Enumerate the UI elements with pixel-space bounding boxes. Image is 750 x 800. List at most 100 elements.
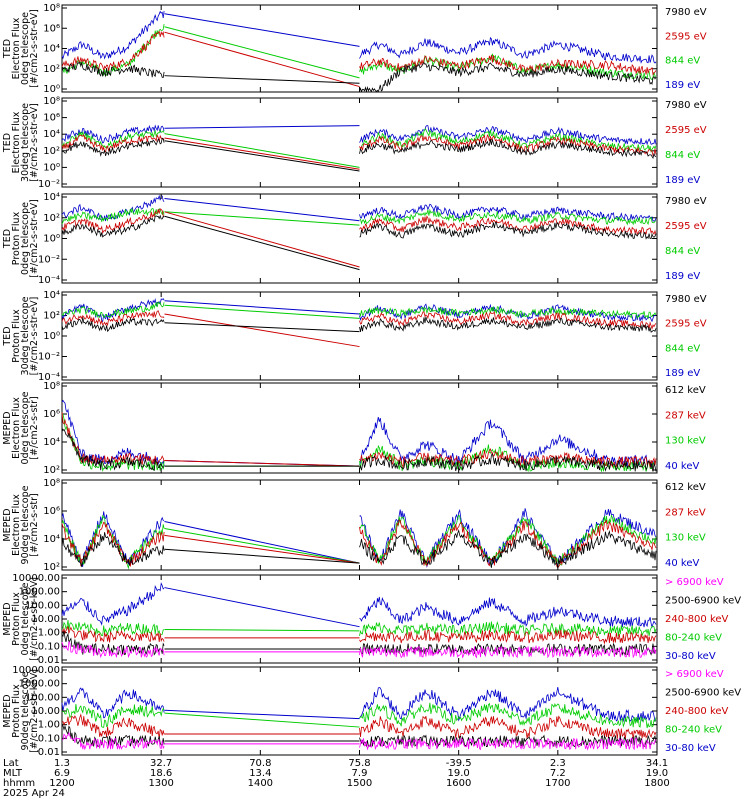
series-line: [359, 305, 657, 320]
y-tick-label: 10²: [43, 213, 60, 224]
x-tick-hhmm: 1800: [644, 778, 669, 789]
y-axis-label: Proton Flux: [11, 211, 22, 265]
panel-frame: [61, 291, 658, 381]
x-tick-mlt: 18.6: [150, 768, 172, 779]
y-axis-label: 90deg telescope: [20, 485, 31, 564]
gap-interp-line: [164, 460, 360, 467]
series-line: [359, 36, 657, 64]
series-line: [61, 731, 165, 751]
y-axis-label: TED: [2, 326, 13, 346]
series-line: [359, 702, 657, 729]
y-tick-label: 10⁸: [43, 96, 60, 107]
series-line: [359, 62, 657, 93]
legend-entry: 7980 eV: [665, 294, 707, 305]
legend-entry: 240-800 keV: [665, 706, 729, 717]
y-tick-label: 100.00: [25, 692, 60, 703]
series-line: [359, 529, 657, 568]
y-tick-label: 0.10: [38, 641, 60, 652]
y-tick-label: 10000.00: [12, 573, 60, 584]
gap-interp-line: [164, 211, 360, 268]
series-line: [359, 139, 657, 160]
y-tick-label: 10⁻²: [38, 254, 60, 265]
legend-entry: 612 keV: [665, 385, 706, 396]
y-axis-label: 90deg telescope: [20, 671, 31, 750]
legend-entry: 7980 eV: [665, 196, 707, 207]
y-axis-label: [#/cm2-s-str-eV]: [29, 297, 40, 376]
y-tick-label: 0.01: [38, 747, 60, 758]
x-date-label: 2025 Apr 24: [3, 788, 65, 799]
series-line: [61, 532, 165, 567]
legend-entry: 80-240 keV: [665, 633, 722, 644]
y-tick-label: 10²: [43, 146, 60, 157]
gap-interp-line: [164, 197, 360, 222]
y-axis-label: 0deg telescope: [20, 12, 31, 85]
x-tick-hhmm: 1200: [49, 778, 74, 789]
gap-interp-line: [164, 709, 360, 720]
series-line: [359, 208, 657, 226]
y-tick-label: 10⁴: [43, 290, 60, 301]
y-tick-label: 1.00: [38, 720, 60, 731]
y-axis-label: [#/cm2-s-str-keV]: [29, 577, 40, 661]
y-tick-label: 100.00: [25, 600, 60, 611]
legend-entry: 130 keV: [665, 436, 706, 447]
y-axis-label: 30deg telescope: [20, 103, 31, 182]
legend-entry: 844 eV: [665, 343, 700, 354]
x-tick-hhmm: 1300: [148, 778, 173, 789]
series-line: [61, 630, 165, 656]
x-tick-lat: -39.5: [446, 758, 472, 769]
y-tick-label: 10²: [43, 562, 60, 573]
gap-interp-line: [164, 527, 360, 564]
legend-entry: 2595 eV: [665, 221, 707, 232]
y-tick-label: 10⁰: [43, 331, 60, 342]
x-tick-hhmm: 1700: [545, 778, 570, 789]
x-tick-hhmm: 1400: [248, 778, 273, 789]
x-row-label: hhmm: [3, 778, 35, 789]
x-tick-lat: 75.8: [348, 758, 370, 769]
series-line: [61, 640, 165, 659]
series-line: [359, 715, 657, 740]
series-line: [359, 629, 657, 645]
legend-entry: 30-80 keV: [665, 651, 716, 662]
legend-entry: 40 keV: [665, 461, 699, 472]
legend-entry: 287 keV: [665, 410, 706, 421]
series-line: [61, 208, 165, 225]
gap-interp-line: [164, 125, 360, 129]
series-line: [61, 399, 165, 466]
series-line: [61, 713, 165, 739]
y-axis-label: MEPED: [2, 411, 13, 444]
y-tick-label: 10⁸: [43, 478, 60, 489]
y-axis-label: [#/cm2-s-str-eV]: [29, 9, 40, 88]
y-tick-label: 0.10: [38, 733, 60, 744]
legend-entry: > 6900 keV: [665, 669, 724, 680]
x-tick-lat: 2.3: [550, 758, 566, 769]
series-line: [61, 30, 165, 71]
series-line: [359, 620, 657, 637]
y-tick-label: 10000.00: [12, 665, 60, 676]
series-line: [359, 221, 657, 240]
x-row-label: MLT: [3, 768, 23, 779]
gap-interp-line: [164, 26, 360, 79]
y-tick-label: 10⁴: [43, 192, 60, 203]
gap-interp-line: [164, 137, 360, 170]
legend-entry: 189 eV: [665, 80, 700, 91]
legend-entry: 240-800 keV: [665, 614, 729, 625]
legend-entry: > 6900 keV: [665, 577, 724, 588]
series-line: [61, 10, 165, 60]
legend-entry: 80-240 keV: [665, 725, 722, 736]
gap-interp-line: [164, 628, 360, 632]
series-line: [61, 582, 165, 626]
gap-interp-line: [164, 211, 360, 226]
y-axis-label: [#/cm2-s-str-eV]: [29, 103, 40, 182]
series-line: [359, 55, 657, 76]
series-line: [61, 521, 165, 567]
y-axis-label: Proton Flux: [11, 592, 22, 646]
series-line: [61, 61, 165, 78]
y-tick-label: 10⁶: [43, 113, 60, 124]
series-line: [359, 644, 657, 659]
gap-interp-line: [164, 304, 360, 319]
gap-interp-line: [164, 140, 360, 172]
gap-interp-line: [164, 587, 360, 628]
y-tick-label: 10⁸: [43, 3, 60, 14]
y-tick-label: 10²: [43, 465, 60, 476]
legend-entry: 2595 eV: [665, 319, 707, 330]
